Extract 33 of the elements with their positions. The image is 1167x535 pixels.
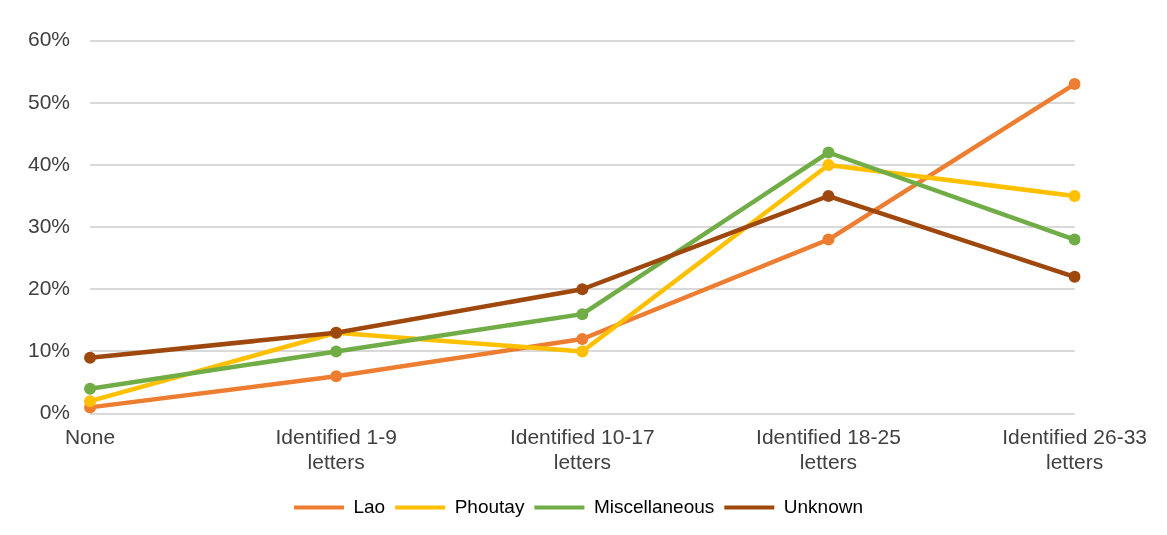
x-tick-label: None: [64, 425, 116, 448]
point: [330, 345, 343, 358]
point: [84, 382, 97, 395]
legend-label: Unknown: [783, 495, 864, 517]
y-tick-label: 20%: [28, 276, 71, 300]
point: [822, 158, 835, 171]
point: [576, 345, 589, 358]
y-tick-label: 50%: [28, 89, 71, 113]
y-tick-label: 0%: [39, 400, 71, 424]
y-tick-label: 40%: [28, 151, 71, 175]
point: [576, 308, 589, 321]
point: [1068, 78, 1081, 91]
point: [84, 351, 97, 364]
x-tick-label: Identified 18-25 letters: [756, 425, 901, 474]
x-tick-label: Identified 1-9 letters: [275, 425, 397, 474]
point: [1068, 233, 1081, 246]
y-tick-label: 60%: [28, 27, 71, 51]
point: [1068, 190, 1081, 203]
point: [84, 395, 97, 408]
legend-label: Miscellaneous: [593, 495, 715, 517]
point: [822, 233, 835, 246]
y-tick-label: 10%: [28, 338, 71, 362]
legend-label: Lao: [353, 495, 386, 517]
x-tick-label: Identified 26-33 letters: [1002, 425, 1147, 474]
point: [1068, 270, 1081, 283]
point: [330, 370, 343, 383]
point: [576, 283, 589, 296]
point: [822, 146, 835, 159]
point: [576, 333, 589, 345]
x-tick-label: Identified 10-17 letters: [509, 425, 655, 474]
y-tick-label: 30%: [28, 213, 71, 237]
legend-label: Phoutay: [454, 495, 525, 517]
point: [822, 190, 835, 203]
